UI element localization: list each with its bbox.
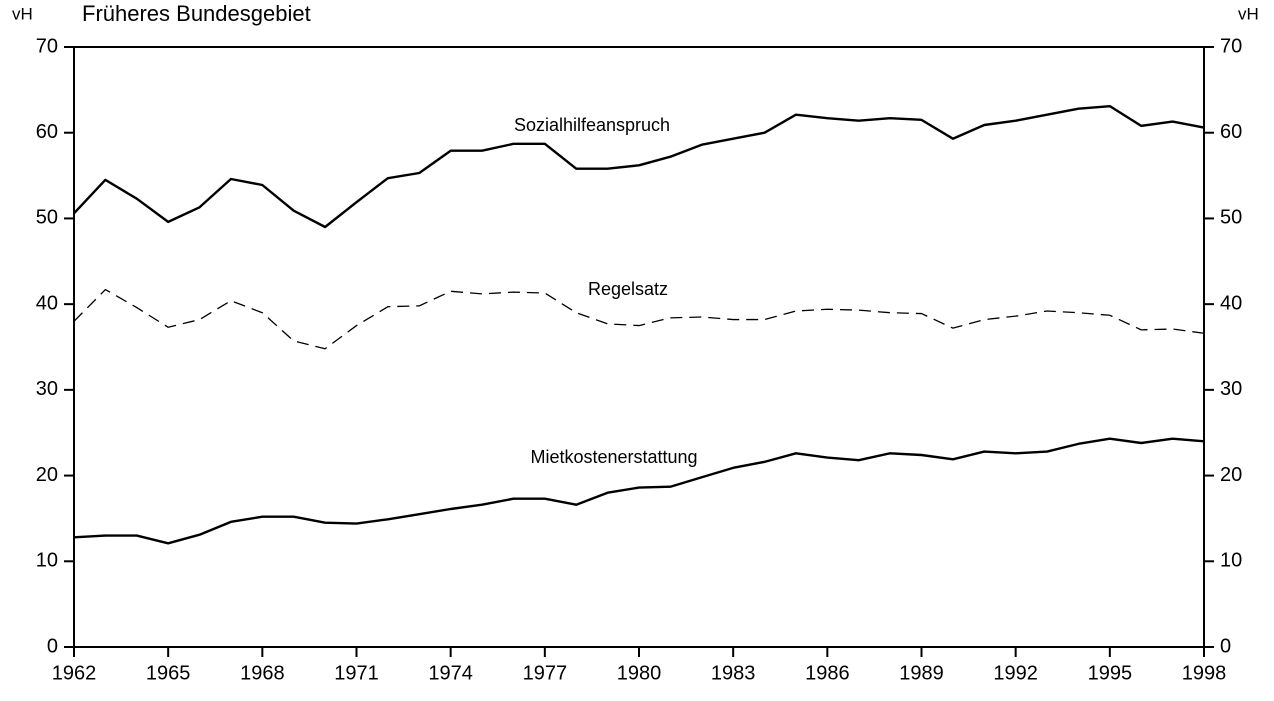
- x-tick-label: 1989: [899, 662, 944, 684]
- y-tick-label: 40: [36, 292, 58, 314]
- plot-frame: [73, 46, 1205, 648]
- y2-tick-label: 20: [1220, 464, 1242, 486]
- y-tick-label: 50: [36, 207, 58, 229]
- y2-tick-label: 10: [1220, 550, 1242, 572]
- y-tick-label: 0: [47, 635, 58, 657]
- y2-tick-label: 50: [1220, 207, 1242, 229]
- x-tick-label: 1983: [711, 662, 756, 684]
- x-tick-label: 1974: [428, 662, 473, 684]
- series-label: Mietkostenerstattung: [530, 447, 697, 467]
- y-tick-label: 70: [36, 35, 58, 57]
- y-tick-label: 30: [36, 378, 58, 400]
- x-tick-label: 1995: [1088, 662, 1133, 684]
- y-tick-label: 60: [36, 121, 58, 143]
- chart-title: Früheres Bundesgebiet: [82, 1, 311, 26]
- x-tick-label: 1968: [240, 662, 285, 684]
- y2-tick-label: 70: [1220, 35, 1242, 57]
- y2-tick-label: 60: [1220, 121, 1242, 143]
- x-tick-label: 1962: [52, 662, 97, 684]
- x-tick-label: 1980: [617, 662, 662, 684]
- series-line: [73, 288, 1205, 350]
- y-axis-label: vH: [12, 4, 33, 23]
- x-tick-label: 1977: [523, 662, 568, 684]
- y2-axis-label: vH: [1238, 4, 1259, 23]
- y-tick-label: 20: [36, 464, 58, 486]
- x-tick-label: 1992: [993, 662, 1038, 684]
- y2-tick-label: 40: [1220, 292, 1242, 314]
- y-tick-label: 10: [36, 550, 58, 572]
- series-label: Regelsatz: [588, 279, 668, 299]
- series-line: [73, 104, 1205, 229]
- series-line: [73, 437, 1205, 545]
- x-tick-label: 1971: [334, 662, 379, 684]
- x-tick-label: 1965: [146, 662, 191, 684]
- x-tick-label: 1986: [805, 662, 850, 684]
- x-tick-label: 1998: [1182, 662, 1227, 684]
- y2-tick-label: 30: [1220, 378, 1242, 400]
- y2-tick-label: 0: [1220, 635, 1231, 657]
- series-label: Sozialhilfeanspruch: [514, 115, 670, 135]
